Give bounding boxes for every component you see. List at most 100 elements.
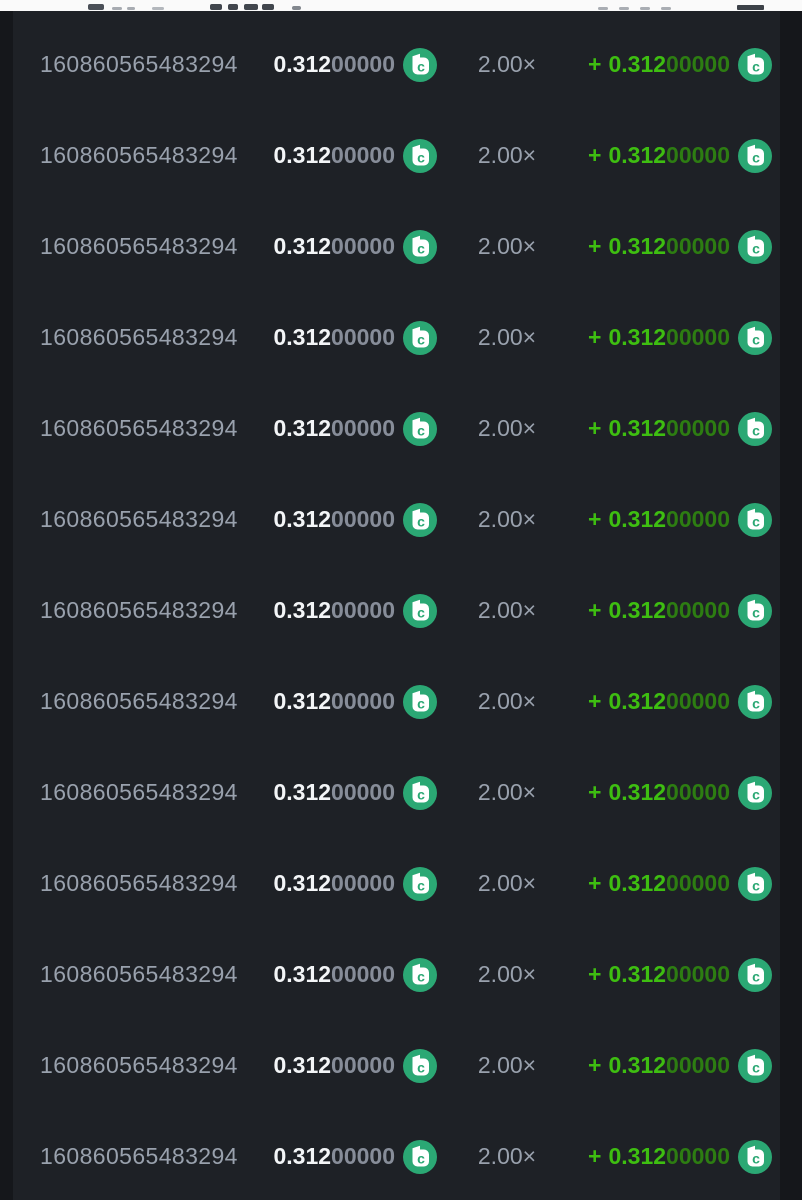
bet-row[interactable]: 160860565483294 0.312 00000 c 2.00× +0.31… (13, 929, 780, 1020)
bet-row[interactable]: 160860565483294 0.312 00000 c 2.00× +0.31… (13, 838, 780, 929)
profit-main: 0.312 (608, 324, 667, 350)
bet-amount-zeros: 00000 (331, 961, 395, 987)
multiplier: 2.00× (477, 870, 537, 896)
bet-amount-zeros: 00000 (331, 1143, 395, 1169)
bcd-coin-icon: c (738, 866, 772, 901)
bcd-coin-icon: c (403, 1048, 437, 1083)
profit-zeros: 00000 (666, 324, 730, 350)
svg-text:c: c (752, 513, 760, 529)
bet-row[interactable]: 160860565483294 0.312 00000 c 2.00× +0.31… (13, 1111, 780, 1200)
profit-zeros: 00000 (666, 415, 730, 441)
browser-bar-fragment (619, 7, 629, 10)
bet-id: 160860565483294 (40, 597, 238, 623)
svg-text:c: c (417, 331, 425, 347)
bcd-coin-icon: c (403, 138, 437, 173)
bet-id: 160860565483294 (40, 688, 238, 714)
bet-amount-main: 0.312 (273, 1143, 332, 1169)
bcd-coin-icon: c (738, 47, 772, 82)
bet-amount-main: 0.312 (273, 870, 332, 896)
bcd-coin-icon: c (403, 957, 437, 992)
profit: +0.312 00000 c (577, 320, 772, 355)
bet-row[interactable]: 160860565483294 0.312 00000 c 2.00× +0.31… (13, 656, 780, 747)
bet-amount-zeros: 00000 (331, 688, 395, 714)
bet-history-panel: 160860565483294 0.312 00000 c 2.00× +0.31… (13, 11, 780, 1200)
bet-row[interactable]: 160860565483294 0.312 00000 c 2.00× +0.31… (13, 19, 780, 110)
profit: +0.312 00000 c (577, 47, 772, 82)
browser-bar-fragment (640, 7, 650, 10)
bcd-coin-icon: c (403, 47, 437, 82)
bcd-coin-icon: c (738, 684, 772, 719)
svg-text:c: c (752, 422, 760, 438)
multiplier: 2.00× (477, 415, 537, 441)
browser-bar-fragment (112, 7, 122, 10)
profit-sign: + (588, 597, 602, 623)
profit: +0.312 00000 c (577, 502, 772, 537)
browser-bar-fragment (598, 7, 608, 10)
browser-bar (0, 0, 802, 11)
profit: +0.312 00000 c (577, 138, 772, 173)
bet-row[interactable]: 160860565483294 0.312 00000 c 2.00× +0.31… (13, 110, 780, 201)
bet-amount-zeros: 00000 (331, 324, 395, 350)
bet-row[interactable]: 160860565483294 0.312 00000 c 2.00× +0.31… (13, 747, 780, 838)
multiplier: 2.00× (477, 688, 537, 714)
svg-text:c: c (752, 331, 760, 347)
profit-zeros: 00000 (666, 961, 730, 987)
bet-amount-zeros: 00000 (331, 1052, 395, 1078)
bet-amount-main: 0.312 (273, 961, 332, 987)
browser-bar-fragment (228, 4, 238, 10)
bet-row[interactable]: 160860565483294 0.312 00000 c 2.00× +0.31… (13, 565, 780, 656)
profit-main: 0.312 (608, 1143, 667, 1169)
profit-sign: + (588, 688, 602, 714)
bet-row[interactable]: 160860565483294 0.312 00000 c 2.00× +0.31… (13, 292, 780, 383)
profit-sign: + (588, 1143, 602, 1169)
browser-bar-fragment (244, 4, 258, 10)
multiplier: 2.00× (477, 597, 537, 623)
profit-sign: + (588, 779, 602, 805)
bet-amount-zeros: 00000 (331, 415, 395, 441)
browser-bar-fragment (737, 5, 764, 10)
bcd-coin-icon: c (738, 593, 772, 628)
bet-id: 160860565483294 (40, 870, 238, 896)
bcd-coin-icon: c (403, 866, 437, 901)
bet-id: 160860565483294 (40, 961, 238, 987)
multiplier: 2.00× (477, 51, 537, 77)
bet-id: 160860565483294 (40, 324, 238, 350)
bet-id: 160860565483294 (40, 142, 238, 168)
bcd-coin-icon: c (738, 775, 772, 810)
bet-row[interactable]: 160860565483294 0.312 00000 c 2.00× +0.31… (13, 383, 780, 474)
bcd-coin-icon: c (403, 229, 437, 264)
bcd-coin-icon: c (403, 320, 437, 355)
multiplier: 2.00× (477, 142, 537, 168)
profit-zeros: 00000 (666, 51, 730, 77)
profit-main: 0.312 (608, 597, 667, 623)
bcd-coin-icon: c (403, 593, 437, 628)
profit: +0.312 00000 c (577, 411, 772, 446)
bet-amount: 0.312 00000 c (265, 502, 437, 537)
bet-amount: 0.312 00000 c (265, 229, 437, 264)
svg-text:c: c (752, 58, 760, 74)
bet-amount-main: 0.312 (273, 324, 332, 350)
profit-main: 0.312 (608, 142, 667, 168)
svg-text:c: c (752, 968, 760, 984)
bcd-coin-icon: c (403, 411, 437, 446)
svg-text:c: c (752, 1150, 760, 1166)
bet-amount-zeros: 00000 (331, 233, 395, 259)
browser-bar-fragment (152, 7, 164, 10)
multiplier: 2.00× (477, 779, 537, 805)
svg-text:c: c (417, 968, 425, 984)
multiplier: 2.00× (477, 1143, 537, 1169)
bet-row[interactable]: 160860565483294 0.312 00000 c 2.00× +0.31… (13, 474, 780, 565)
bcd-coin-icon: c (738, 229, 772, 264)
bet-amount-main: 0.312 (273, 779, 332, 805)
profit-main: 0.312 (608, 1052, 667, 1078)
browser-bar-fragment (88, 4, 104, 10)
profit-zeros: 00000 (666, 779, 730, 805)
bet-row[interactable]: 160860565483294 0.312 00000 c 2.00× +0.31… (13, 1020, 780, 1111)
profit: +0.312 00000 c (577, 866, 772, 901)
profit-sign: + (588, 51, 602, 77)
bet-id: 160860565483294 (40, 779, 238, 805)
svg-text:c: c (417, 786, 425, 802)
bet-row[interactable]: 160860565483294 0.312 00000 c 2.00× +0.31… (13, 201, 780, 292)
bet-amount-main: 0.312 (273, 233, 332, 259)
svg-text:c: c (417, 422, 425, 438)
